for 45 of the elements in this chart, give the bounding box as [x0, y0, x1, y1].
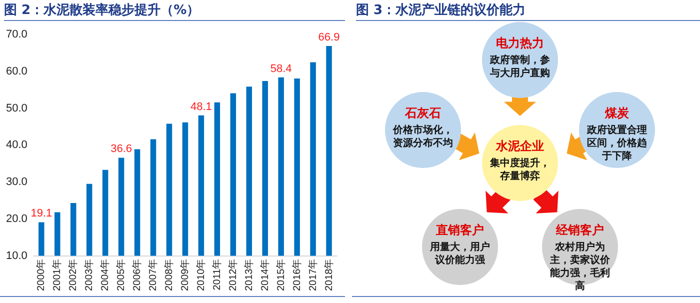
- y-tick-label: 20.0: [6, 212, 28, 225]
- x-tick-label: 2010年: [194, 258, 207, 292]
- y-tick-label: 40.0: [6, 139, 28, 152]
- text: 水泥企业: [494, 138, 545, 154]
- x-tick-label: 2018年: [322, 258, 335, 292]
- y-tick-label: 30.0: [6, 176, 28, 188]
- chart-title: 图 2：水泥散装率稳步提升（%）: [4, 2, 345, 21]
- x-tick-label: 2008年: [162, 258, 175, 292]
- x-tick-label: 2000年: [35, 258, 48, 292]
- text: 石灰石: [404, 105, 442, 121]
- data-label: 36.6: [110, 143, 132, 156]
- x-tick-label: 2007年: [147, 258, 159, 292]
- text: 政府管制，参与大用户直购: [488, 54, 551, 80]
- text: 直销客户: [435, 222, 485, 238]
- text: 政府设置合理区间，价格趋于下降: [586, 124, 648, 163]
- x-tick-label: 2001年: [51, 258, 64, 292]
- x-tick-label: 2013年: [242, 258, 255, 292]
- x-tick-label: 2002年: [67, 258, 80, 292]
- x-tick-label: 2003年: [83, 258, 96, 292]
- x-tick-label: 2009年: [178, 258, 191, 292]
- x-tick-label: 2006年: [131, 258, 144, 292]
- text: 煤炭: [604, 105, 630, 121]
- text: 用量大，用户议价能力强: [429, 241, 491, 267]
- y-tick-label: 10.0: [6, 250, 28, 262]
- text: 经销客户: [554, 222, 605, 238]
- x-tick-label: 2016年: [290, 258, 303, 292]
- text: 农村用户为主，卖家议价能力强，毛利高: [549, 241, 611, 293]
- text: 集中度提升，存量博弈: [489, 157, 551, 183]
- x-tick-label: 2017年: [306, 258, 319, 292]
- x-tick-label: 2011年: [210, 258, 223, 290]
- x-tick-label: 2014年: [258, 258, 271, 292]
- x-tick-label: 2015年: [274, 258, 287, 292]
- x-tick-label: 2005年: [115, 258, 128, 292]
- data-label: 48.1: [190, 100, 212, 113]
- text: 图 3：水泥产业链的议价能力: [356, 2, 700, 21]
- text: 电力热力: [495, 35, 545, 51]
- data-label: 19.1: [30, 208, 52, 220]
- y-tick-label: 50.0: [6, 102, 28, 114]
- text: 价格市场化，资源分布不均: [392, 124, 454, 150]
- data-label: 66.9: [318, 32, 340, 44]
- x-tick-label: 2004年: [99, 258, 112, 292]
- y-tick-label: 60.0: [6, 65, 28, 78]
- x-tick-label: 2012年: [226, 258, 239, 292]
- y-tick-label: 70.0: [6, 28, 28, 41]
- data-label: 58.4: [270, 62, 292, 75]
